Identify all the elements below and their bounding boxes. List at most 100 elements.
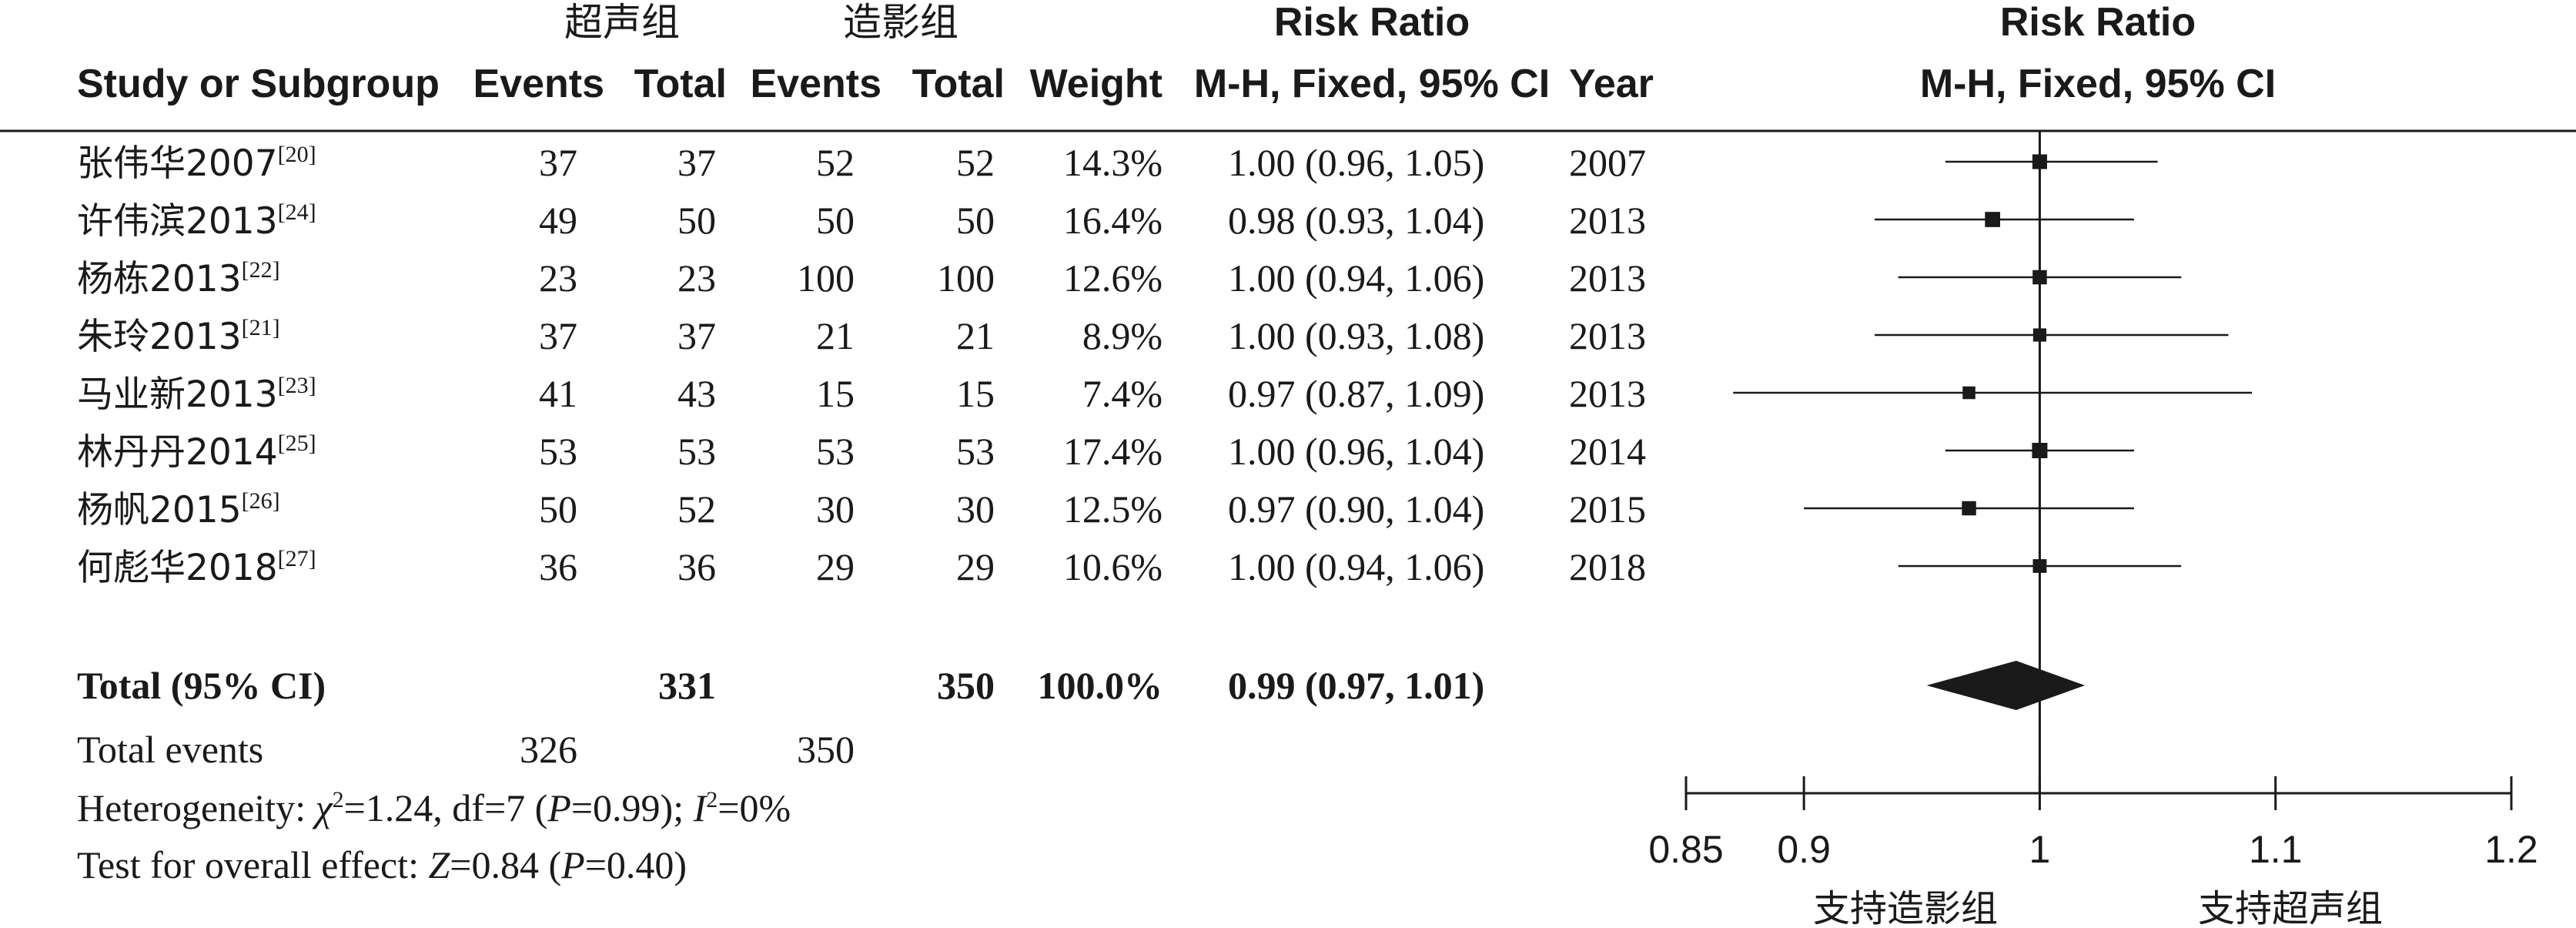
ctrl-events-cell: 15 bbox=[816, 372, 855, 415]
study-name: 林丹丹2014[25] bbox=[77, 430, 316, 474]
exp-events-cell: 49 bbox=[539, 199, 577, 242]
study-name: 何彪华2018[27] bbox=[77, 546, 316, 589]
ci-cell: 1.00 (0.93, 1.08) bbox=[1228, 314, 1484, 357]
favours-right-label: 支持超声组 bbox=[2198, 887, 2383, 928]
ctrl-total-cell: 100 bbox=[937, 256, 995, 300]
study-name: 朱玲2013[21] bbox=[77, 315, 280, 358]
ci-method-header-plot: M-H, Fixed, 95% CI bbox=[1920, 62, 2276, 106]
ctrl-events-cell: 52 bbox=[816, 141, 855, 184]
year-cell: 2007 bbox=[1569, 141, 1646, 184]
study-name: 张伟华2007[20] bbox=[77, 142, 316, 185]
study-row: 朱玲2013[21] 37 37 21 21 8.9% 1.00 (0.93, 1.08) 2… bbox=[77, 314, 1646, 358]
weight-cell: 12.6% bbox=[1063, 256, 1163, 300]
ci-cell: 1.00 (0.96, 1.04) bbox=[1228, 430, 1484, 473]
ci-cell: 1.00 (0.94, 1.06) bbox=[1228, 256, 1484, 300]
x-axis-tick-label: 1.2 bbox=[2484, 828, 2538, 871]
exp-events-cell: 41 bbox=[539, 372, 577, 415]
exp-events-cell: 37 bbox=[539, 141, 577, 184]
study-name: 许伟滨2013[24] bbox=[77, 199, 316, 243]
study-point-estimate bbox=[2032, 328, 2047, 342]
year-header: Year bbox=[1569, 62, 1654, 106]
study-row: 马业新2013[23] 41 43 15 15 7.4% 0.97 (0.87, 1.09)… bbox=[77, 372, 1646, 416]
ctrl-total-cell: 21 bbox=[956, 314, 995, 357]
total-label: Total (95% CI) bbox=[77, 664, 326, 707]
study-row: 何彪华2018[27] 36 36 29 29 10.6% 1.00 (0.94, 1.06… bbox=[77, 545, 1646, 589]
year-cell: 2015 bbox=[1569, 487, 1646, 531]
total-ctrl-total: 350 bbox=[937, 664, 995, 707]
x-axis-tick-label: 0.9 bbox=[1777, 828, 1831, 871]
ci-cell: 1.00 (0.96, 1.05) bbox=[1228, 141, 1484, 184]
risk-ratio-title-plot: Risk Ratio bbox=[2000, 0, 2196, 45]
x-axis-tick-label: 1.1 bbox=[2249, 828, 2303, 871]
exp-total-cell: 23 bbox=[677, 256, 716, 300]
weight-cell: 7.4% bbox=[1082, 372, 1163, 415]
study-point-estimate bbox=[1962, 386, 1975, 400]
study-row: 杨栋2013[22] 23 23 100 100 12.6% 1.00 (0.94, 1.0… bbox=[77, 256, 1646, 300]
study-point-estimate bbox=[2032, 154, 2047, 169]
total-events-ctrl: 350 bbox=[797, 728, 855, 771]
ctrl-total-header: Total bbox=[912, 62, 1005, 106]
heterogeneity-stats: Heterogeneity: χ2=1.24, df=7 (P=0.99); I… bbox=[77, 786, 791, 829]
study-point-estimate bbox=[2032, 443, 2048, 458]
exp-total-cell: 53 bbox=[677, 430, 716, 473]
weight-cell: 8.9% bbox=[1082, 314, 1163, 357]
risk-ratio-title-table: Risk Ratio bbox=[1274, 0, 1470, 45]
ci-method-header-table: M-H, Fixed, 95% CI bbox=[1194, 62, 1550, 106]
exp-events-cell: 36 bbox=[539, 545, 577, 588]
exp-events-cell: 50 bbox=[539, 487, 577, 531]
total-ci: 0.99 (0.97, 1.01) bbox=[1228, 664, 1484, 707]
total-weight: 100.0% bbox=[1038, 664, 1163, 707]
weight-cell: 10.6% bbox=[1063, 545, 1163, 588]
exp-events-cell: 53 bbox=[539, 430, 577, 473]
year-cell: 2013 bbox=[1569, 199, 1646, 242]
weight-cell: 16.4% bbox=[1063, 199, 1163, 242]
ctrl-events-header: Events bbox=[750, 62, 882, 106]
control-group-label: 造影组 bbox=[843, 0, 958, 45]
ctrl-events-cell: 30 bbox=[816, 487, 855, 531]
study-row: 许伟滨2013[24] 49 50 50 50 16.4% 0.98 (0.93, 1.04… bbox=[77, 199, 1646, 243]
total-exp-total: 331 bbox=[658, 664, 716, 707]
exp-events-cell: 37 bbox=[539, 314, 577, 357]
ctrl-events-cell: 100 bbox=[797, 256, 855, 300]
forest-plot-area: 0.85 0.9 1 1.1 1.2 bbox=[1648, 131, 2538, 871]
exp-total-cell: 52 bbox=[677, 487, 716, 531]
ctrl-total-cell: 53 bbox=[956, 430, 995, 473]
ctrl-events-cell: 29 bbox=[816, 545, 855, 588]
study-point-estimate bbox=[2032, 270, 2047, 285]
exp-total-cell: 37 bbox=[677, 314, 716, 357]
year-cell: 2018 bbox=[1569, 545, 1646, 588]
year-cell: 2013 bbox=[1569, 372, 1646, 415]
study-row: 杨帆2015[26] 50 52 30 30 12.5% 0.97 (0.90, 1.04)… bbox=[77, 487, 1646, 531]
exp-events-header: Events bbox=[473, 62, 604, 106]
ctrl-total-cell: 50 bbox=[956, 199, 995, 242]
ci-cell: 1.00 (0.94, 1.06) bbox=[1228, 545, 1484, 588]
year-cell: 2013 bbox=[1569, 256, 1646, 300]
total-events-label: Total events bbox=[77, 728, 263, 771]
study-point-estimate bbox=[1962, 501, 1976, 516]
favours-left-label: 支持造影组 bbox=[1813, 887, 1998, 928]
ctrl-total-cell: 29 bbox=[956, 545, 995, 588]
study-name: 马业新2013[23] bbox=[77, 373, 316, 416]
exp-total-cell: 43 bbox=[677, 372, 716, 415]
x-axis-tick-label: 0.85 bbox=[1648, 828, 1723, 871]
study-rows: 张伟华2007[20] 37 37 52 52 14.3% 1.00 (0.96, 1.05… bbox=[77, 141, 1646, 589]
ctrl-events-cell: 50 bbox=[816, 199, 855, 242]
study-name: 杨栋2013[22] bbox=[77, 257, 280, 300]
year-cell: 2014 bbox=[1569, 430, 1646, 473]
total-row: Total (95% CI) 331 350 100.0% 0.99 (0.97… bbox=[77, 664, 1484, 707]
exp-total-cell: 36 bbox=[677, 545, 716, 588]
study-point-estimate bbox=[2032, 559, 2047, 573]
ci-cell: 0.98 (0.93, 1.04) bbox=[1228, 199, 1484, 242]
year-cell: 2013 bbox=[1569, 314, 1646, 357]
ctrl-total-cell: 15 bbox=[956, 372, 995, 415]
ci-cell: 0.97 (0.87, 1.09) bbox=[1228, 372, 1484, 415]
exp-events-cell: 23 bbox=[539, 256, 577, 300]
study-row: 林丹丹2014[25] 53 53 53 53 17.4% 1.00 (0.96, 1.04… bbox=[77, 430, 1646, 474]
exp-total-header: Total bbox=[634, 62, 727, 106]
experimental-group-label: 超声组 bbox=[564, 0, 680, 45]
study-row: 张伟华2007[20] 37 37 52 52 14.3% 1.00 (0.96, 1.05… bbox=[77, 141, 1646, 185]
weight-cell: 17.4% bbox=[1063, 430, 1163, 473]
weight-cell: 12.5% bbox=[1063, 487, 1163, 531]
exp-total-cell: 50 bbox=[677, 199, 716, 242]
